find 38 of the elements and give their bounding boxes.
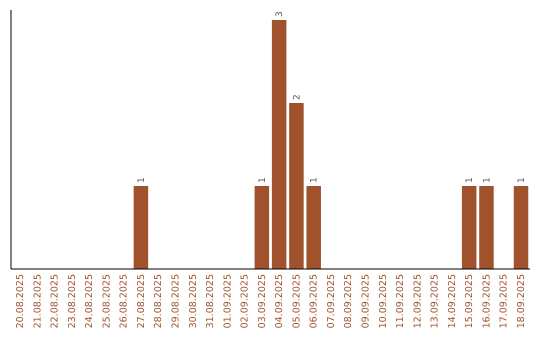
- x-tick-label: 13.09.2025: [430, 274, 441, 328]
- x-tick-label: 15.09.2025: [464, 274, 476, 328]
- x-tick-label: 14.09.2025: [446, 274, 458, 328]
- x-tick-label: 28.08.2025: [153, 274, 164, 328]
- data-label: 3: [275, 11, 286, 17]
- x-tick-label: 20.08.2025: [14, 274, 26, 328]
- x-tick-label: 18.09.2025: [516, 274, 528, 328]
- x-tick-label: 17.09.2025: [498, 274, 510, 328]
- data-label: 1: [136, 177, 147, 183]
- x-tick-label: 26.08.2025: [118, 274, 130, 328]
- x-tick-label: 21.08.2025: [32, 274, 44, 328]
- data-label: 2: [292, 94, 302, 100]
- x-tick-label: 25.08.2025: [101, 274, 112, 328]
- x-tick-label: 31.08.2025: [205, 274, 216, 328]
- x-tick-label: 04.09.2025: [274, 274, 286, 328]
- x-tick-label: 22.08.2025: [50, 274, 61, 328]
- data-label: 1: [517, 177, 528, 183]
- x-tick-label: 29.08.2025: [170, 274, 182, 328]
- data-label: 1: [310, 177, 320, 183]
- x-tick-label: 05.09.2025: [291, 274, 302, 328]
- data-label: 1: [258, 177, 268, 183]
- x-tick-label: 08.09.2025: [343, 274, 354, 328]
- x-tick-label: 23.08.2025: [66, 274, 78, 328]
- x-tick-label: 06.09.2025: [308, 274, 320, 328]
- x-tick-label: 11.09.2025: [395, 274, 406, 328]
- x-tick-label: 07.09.2025: [326, 274, 337, 328]
- x-tick-label: 02.09.2025: [240, 274, 251, 328]
- x-tick-label: 30.08.2025: [188, 274, 199, 328]
- data-label: 1: [482, 177, 492, 183]
- x-tick-label: 24.08.2025: [84, 274, 96, 328]
- x-tick-label: 03.09.2025: [256, 274, 268, 328]
- x-tick-label: 10.09.2025: [378, 274, 389, 328]
- x-tick-label: 27.08.2025: [136, 274, 147, 328]
- x-tick-label: 12.09.2025: [412, 274, 424, 328]
- x-tick-label: 09.09.2025: [360, 274, 372, 328]
- x-tick-label: 16.09.2025: [481, 274, 492, 328]
- x-tick-label: 01.09.2025: [222, 274, 234, 328]
- data-label: 1: [465, 177, 476, 183]
